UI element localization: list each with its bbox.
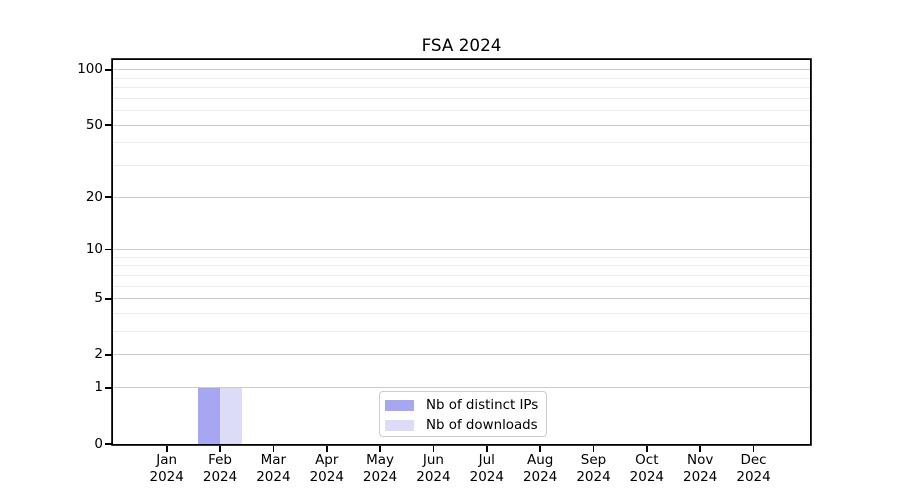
y-tick xyxy=(105,443,112,445)
legend-label-downloads: Nb of downloads xyxy=(426,418,538,433)
x-tick-month: Mar xyxy=(260,452,287,468)
x-tick-label: Nov 2024 xyxy=(668,452,732,486)
x-tick-year: 2024 xyxy=(736,469,771,485)
gridline-major xyxy=(113,387,810,389)
x-tick-month: Jul xyxy=(478,452,495,468)
legend: Nb of distinct IPs Nb of downloads xyxy=(379,391,547,437)
x-tick-label: Feb 2024 xyxy=(188,452,252,486)
x-tick xyxy=(699,446,702,452)
x-tick-year: 2024 xyxy=(309,469,344,485)
gridline-minor xyxy=(113,165,810,167)
y-tick-label: 1 xyxy=(94,379,103,396)
x-tick-year: 2024 xyxy=(469,469,504,485)
x-tick-year: 2024 xyxy=(522,469,558,485)
y-tick-label: 2 xyxy=(94,346,103,363)
gridline-minor xyxy=(113,274,810,276)
x-tick-year: 2024 xyxy=(629,469,665,485)
gridline-major xyxy=(113,298,810,300)
y-tick-label: 10 xyxy=(85,241,103,258)
gridline-minor xyxy=(113,110,810,112)
legend-swatch-downloads xyxy=(385,420,414,431)
y-tick-label: 5 xyxy=(94,290,103,307)
x-tick xyxy=(219,446,221,452)
gridline-minor xyxy=(113,77,810,79)
x-tick xyxy=(752,446,755,452)
x-tick-month: Sep xyxy=(580,452,607,468)
gridline-major xyxy=(113,196,810,198)
x-tick xyxy=(539,446,542,452)
x-tick xyxy=(325,446,328,452)
x-tick-label: Sep 2024 xyxy=(562,452,626,486)
y-tick xyxy=(105,297,112,300)
y-tick-label: 0 xyxy=(94,435,103,452)
y-tick-label: 50 xyxy=(85,116,103,133)
x-tick xyxy=(645,446,648,452)
gridline-major xyxy=(113,69,810,71)
x-tick-label: May 2024 xyxy=(348,452,412,486)
y-tick xyxy=(105,68,112,71)
y-tick xyxy=(105,248,112,251)
x-tick xyxy=(432,446,435,452)
x-tick-month: Jan xyxy=(156,452,178,468)
x-tick-label: Jan 2024 xyxy=(135,452,199,486)
legend-entry-distinct-ips: Nb of distinct IPs xyxy=(385,396,546,415)
x-tick-month: Jun xyxy=(422,452,444,468)
x-tick xyxy=(272,446,275,452)
gridline-minor xyxy=(113,142,810,144)
gridline-minor xyxy=(113,87,810,89)
y-tick xyxy=(105,354,112,356)
x-tick-year: 2024 xyxy=(576,469,611,485)
x-tick-year: 2024 xyxy=(202,469,238,485)
gridline-minor xyxy=(113,285,810,287)
x-tick xyxy=(165,446,168,452)
gridline-major xyxy=(113,124,810,126)
plot-area xyxy=(113,60,810,444)
legend-label-distinct-ips: Nb of distinct IPs xyxy=(426,398,539,413)
chart-title: FSA 2024 xyxy=(421,35,502,55)
x-tick-month: May xyxy=(366,452,395,468)
x-tick-label: Jun 2024 xyxy=(401,452,465,486)
gridline-minor xyxy=(113,331,810,333)
y-tick xyxy=(105,124,112,127)
gridline-minor xyxy=(113,265,810,267)
gridline-minor xyxy=(113,313,810,314)
x-tick-month: Aug xyxy=(526,452,554,468)
x-tick-label: Oct 2024 xyxy=(615,452,679,486)
legend-entry-downloads: Nb of downloads xyxy=(385,416,546,435)
x-tick-year: 2024 xyxy=(416,469,451,485)
x-tick-label: Aug 2024 xyxy=(508,452,572,486)
bar-distinct-ips xyxy=(198,387,221,444)
bar-downloads xyxy=(220,387,243,444)
y-tick xyxy=(105,196,112,199)
x-tick-month: Nov xyxy=(687,452,714,468)
x-tick xyxy=(592,446,595,452)
legend-swatch-distinct-ips xyxy=(385,400,414,411)
y-tick xyxy=(105,386,112,389)
gridline-minor xyxy=(113,97,810,99)
x-tick-month: Oct xyxy=(635,452,659,468)
x-tick-label: Jul 2024 xyxy=(455,452,519,486)
x-tick-year: 2024 xyxy=(683,469,718,485)
x-tick-year: 2024 xyxy=(149,469,184,485)
x-tick-month: Dec xyxy=(740,452,767,468)
gridline-major xyxy=(113,354,810,356)
y-tick-label: 100 xyxy=(77,61,103,78)
x-tick-month: Apr xyxy=(315,452,339,468)
x-tick xyxy=(379,446,381,452)
x-tick-label: Apr 2024 xyxy=(295,452,359,486)
x-tick xyxy=(485,446,488,452)
x-tick-year: 2024 xyxy=(256,469,291,485)
x-tick-label: Mar 2024 xyxy=(241,452,305,486)
x-tick-month: Feb xyxy=(208,452,232,468)
y-tick-label: 20 xyxy=(85,188,103,205)
gridline-major xyxy=(113,249,810,251)
x-tick-label: Dec 2024 xyxy=(722,452,786,486)
gridline-minor xyxy=(113,256,810,258)
x-tick-year: 2024 xyxy=(362,469,398,485)
